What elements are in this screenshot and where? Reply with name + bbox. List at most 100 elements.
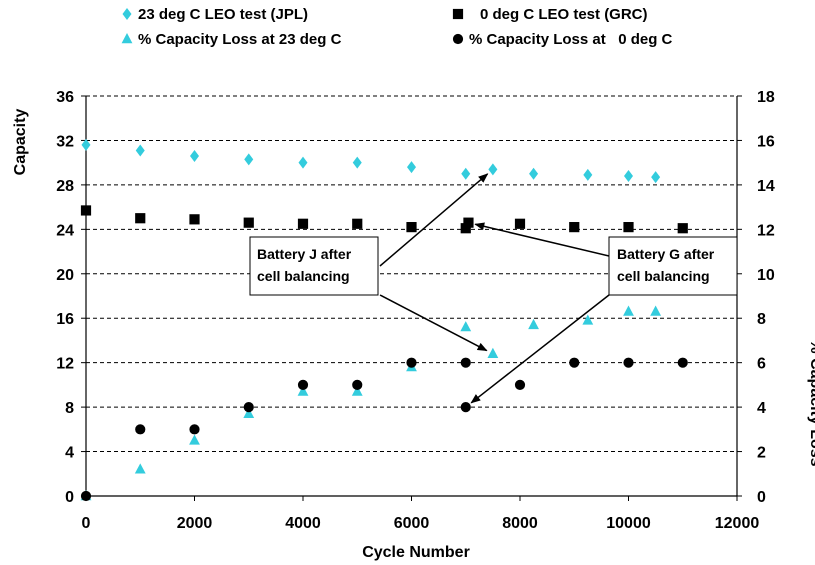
y2-tick-label: 10 <box>757 267 775 284</box>
annotation-arrow <box>379 294 488 352</box>
x-tick-label: 12000 <box>715 515 760 532</box>
data-marks <box>80 138 688 502</box>
data-point-triangle <box>460 321 472 332</box>
data-point-circle <box>569 357 580 368</box>
data-point-circle <box>460 402 471 413</box>
annotation-text: Battery J after <box>257 246 352 262</box>
data-point-square <box>514 218 526 229</box>
y-tick-label: 24 <box>56 222 74 239</box>
data-point-square <box>352 218 363 229</box>
data-point-diamond <box>352 156 362 169</box>
data-point-square <box>677 223 688 234</box>
annotation-arrow <box>470 294 610 404</box>
x-axis-title: Cycle Number <box>362 544 470 561</box>
x-tick-label: 10000 <box>606 515 651 532</box>
data-point-circle <box>297 379 309 390</box>
y2-tick-label: 12 <box>757 222 775 239</box>
data-point-diamond <box>190 150 199 162</box>
data-point-circle <box>623 357 634 368</box>
data-point-triangle <box>650 305 662 316</box>
tick-labels: 0 2000 4000 6000 8000 10000 120000481216202428… <box>56 89 775 532</box>
y-tick-label: 12 <box>56 356 74 373</box>
data-point-square <box>189 214 200 225</box>
legend-marker-diamond <box>122 8 132 20</box>
data-point-diamond <box>81 138 91 151</box>
legend-marker-triangle <box>121 33 133 44</box>
data-point-triangle <box>351 385 363 396</box>
annotation-box <box>249 236 379 296</box>
data-point-triangle <box>623 305 634 316</box>
data-point-diamond <box>529 167 539 180</box>
data-point-diamond <box>624 170 633 182</box>
y2-tick-label: 6 <box>757 356 766 373</box>
data-point-square <box>243 217 254 228</box>
data-point-square <box>463 217 474 228</box>
y-tick-label: 8 <box>65 400 74 417</box>
data-point-triangle <box>528 318 539 330</box>
data-point-diamond <box>407 161 416 174</box>
legend-label: 0 deg C LEO test (GRC) <box>480 6 648 23</box>
legend-marker-square <box>452 8 464 20</box>
axes <box>81 95 742 501</box>
data-point-circle <box>352 379 363 390</box>
data-point-square <box>406 222 417 233</box>
y2-tick-label: 8 <box>757 311 766 328</box>
y-tick-label: 4 <box>65 445 74 462</box>
data-point-circle <box>677 357 688 368</box>
x-tick-label: 6000 <box>394 515 430 532</box>
annotation-box <box>608 236 738 296</box>
y-tick-label: 28 <box>56 178 74 195</box>
x-tick-label: 2000 <box>177 515 213 532</box>
y2-tick-label: 2 <box>757 445 766 462</box>
data-point-diamond <box>651 171 661 184</box>
y2-tick-label: 16 <box>757 133 775 150</box>
data-point-triangle <box>297 385 309 396</box>
y-tick-label: 32 <box>56 133 74 150</box>
data-point-circle <box>135 424 146 435</box>
annotation-arrow <box>474 222 610 257</box>
data-point-square <box>460 223 471 234</box>
legend: 23 deg C LEO test (JPL) 0 deg C LEO test … <box>121 6 673 48</box>
data-point-triangle <box>487 347 499 358</box>
data-point-square <box>569 222 580 233</box>
data-point-diamond <box>488 163 498 176</box>
x-tick-label: 8000 <box>502 515 538 532</box>
data-point-square <box>623 222 634 233</box>
legend-label: 23 deg C LEO test (JPL) <box>138 6 308 23</box>
data-point-diamond <box>461 167 471 180</box>
data-point-circle <box>189 424 200 435</box>
y2-tick-label: 4 <box>757 400 766 417</box>
y2-tick-label: 18 <box>757 89 775 106</box>
y2-tick-label: 14 <box>757 178 775 195</box>
y-tick-label: 16 <box>56 311 74 328</box>
data-point-diamond <box>135 144 145 157</box>
data-point-diamond <box>298 156 308 169</box>
x-tick-label: 4000 <box>285 515 321 532</box>
y-axis-title: Capacity <box>12 109 29 176</box>
annotation-text: cell balancing <box>617 268 710 284</box>
annotation-arrow <box>379 173 489 267</box>
data-point-square <box>297 218 309 229</box>
data-point-circle <box>514 379 526 390</box>
data-point-triangle <box>134 463 146 474</box>
legend-label: % Capacity Loss at 23 deg C <box>138 31 342 48</box>
data-point-circle <box>460 357 471 368</box>
data-point-triangle <box>243 407 255 418</box>
data-point-triangle <box>189 434 200 445</box>
y-tick-label: 20 <box>56 267 74 284</box>
annotation-text: Battery G after <box>617 246 715 262</box>
y2-tick-label: 0 <box>757 489 766 506</box>
y2-axis-title: % Capacity Loss <box>807 339 815 466</box>
data-point-circle <box>406 357 417 368</box>
annotations: Battery J after cell balancing Battery G a… <box>249 173 738 404</box>
data-point-circle <box>243 402 254 413</box>
data-point-triangle <box>582 314 594 325</box>
data-point-diamond <box>244 153 254 166</box>
y-tick-label: 0 <box>65 489 74 506</box>
data-point-square <box>135 213 146 224</box>
annotation-text: cell balancing <box>257 268 350 284</box>
x-tick-label: 0 <box>82 515 91 532</box>
data-point-circle <box>80 490 92 502</box>
y-tick-label: 36 <box>56 89 74 106</box>
data-point-square <box>80 205 92 216</box>
